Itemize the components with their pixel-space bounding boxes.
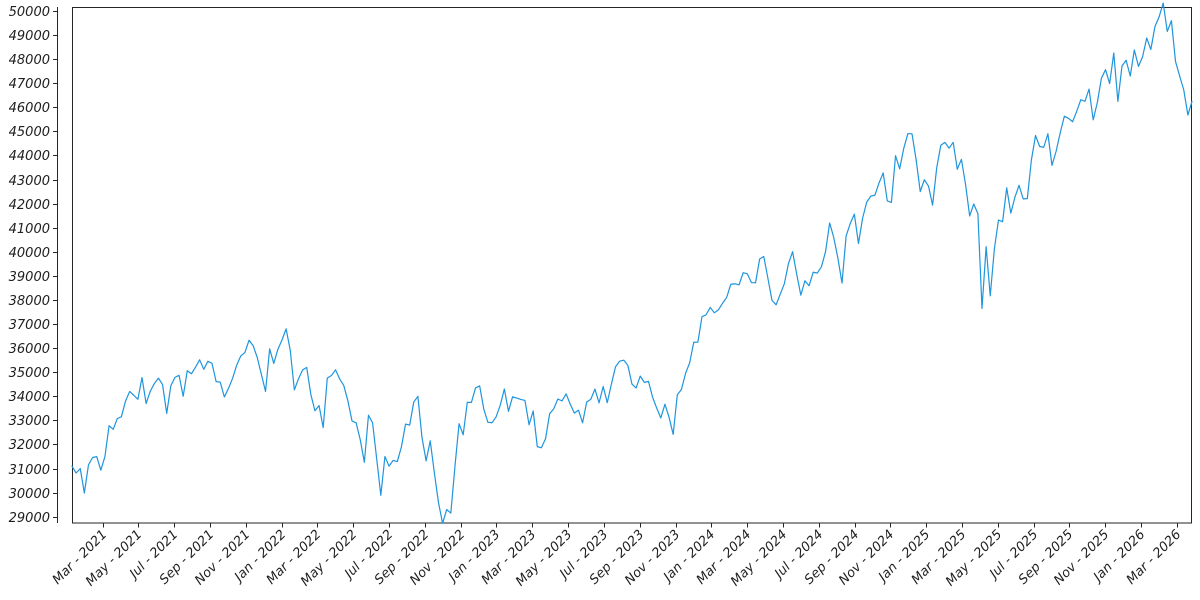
y-tick-label: 45000 xyxy=(9,125,50,140)
y-tick-label: 35000 xyxy=(9,366,50,381)
y-tick-label: 39000 xyxy=(9,270,50,285)
y-tick-label: 37000 xyxy=(9,318,50,333)
y-tick-label: 49000 xyxy=(9,29,50,44)
y-tick-label: 38000 xyxy=(9,294,50,309)
y-tick-label: 34000 xyxy=(9,390,50,405)
y-tick-label: 36000 xyxy=(9,342,50,357)
price-line xyxy=(71,2,1193,524)
y-tick-label: 47000 xyxy=(9,77,50,92)
y-tick-label: 48000 xyxy=(9,53,50,68)
y-tick-label: 50000 xyxy=(9,5,50,20)
y-tick-label: 40000 xyxy=(9,246,50,261)
y-tick-label: 33000 xyxy=(9,414,50,429)
y-tick-label: 42000 xyxy=(9,198,50,213)
y-tick-label: 44000 xyxy=(9,149,50,164)
y-tick-label: 31000 xyxy=(9,463,50,478)
y-tick-label: 41000 xyxy=(9,222,50,237)
y-tick-label: 30000 xyxy=(9,487,50,502)
y-tick-label: 43000 xyxy=(9,174,50,189)
y-tick-label: 29000 xyxy=(9,511,50,526)
plot-frame xyxy=(72,7,1192,524)
y-tick-label: 46000 xyxy=(9,101,50,116)
y-tick-label: 32000 xyxy=(9,438,50,453)
